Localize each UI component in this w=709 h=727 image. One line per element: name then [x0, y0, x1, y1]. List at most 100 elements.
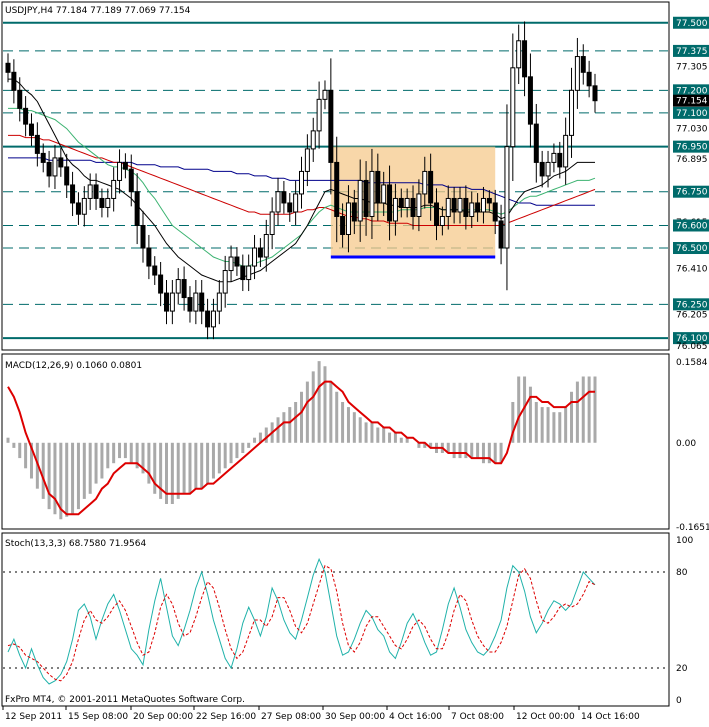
candle[interactable] — [410, 185, 416, 230]
candle[interactable] — [416, 179, 422, 232]
candle[interactable] — [281, 181, 287, 214]
candle[interactable] — [146, 234, 152, 280]
candle[interactable] — [563, 117, 569, 185]
candle[interactable] — [469, 191, 475, 228]
candle[interactable] — [369, 148, 375, 240]
candle[interactable] — [451, 186, 457, 224]
candle[interactable] — [199, 280, 205, 325]
candle[interactable] — [234, 247, 240, 276]
candle[interactable] — [504, 104, 510, 291]
candle[interactable] — [81, 186, 87, 227]
candle[interactable] — [34, 122, 40, 167]
candle[interactable] — [557, 141, 563, 179]
candle[interactable] — [486, 190, 492, 212]
candle[interactable] — [169, 280, 175, 325]
candle[interactable] — [117, 149, 123, 194]
candle[interactable] — [75, 192, 81, 225]
candle[interactable] — [163, 280, 169, 325]
candle[interactable] — [58, 148, 64, 177]
candle[interactable] — [193, 280, 199, 325]
candle[interactable] — [252, 234, 258, 280]
candle[interactable] — [128, 154, 134, 207]
candle[interactable] — [434, 188, 440, 241]
candle[interactable] — [263, 219, 269, 272]
candle[interactable] — [586, 60, 592, 98]
candle[interactable] — [23, 96, 29, 137]
candle[interactable] — [52, 144, 58, 189]
candle[interactable] — [93, 173, 99, 210]
candle[interactable] — [210, 298, 216, 340]
candle[interactable] — [345, 185, 351, 253]
candle[interactable] — [181, 266, 187, 311]
candle[interactable] — [246, 254, 252, 292]
candle[interactable] — [539, 150, 545, 188]
candle[interactable] — [387, 165, 393, 241]
candle[interactable] — [299, 156, 304, 209]
candle[interactable] — [11, 59, 17, 104]
candle[interactable] — [216, 280, 222, 325]
candle[interactable] — [269, 197, 275, 250]
candle[interactable] — [134, 173, 140, 245]
candle[interactable] — [228, 245, 234, 283]
candle[interactable] — [304, 134, 310, 187]
candle[interactable] — [574, 37, 580, 109]
candle[interactable] — [463, 185, 469, 230]
candle[interactable] — [293, 180, 299, 226]
candle[interactable] — [328, 58, 334, 195]
candle[interactable] — [87, 173, 93, 210]
candle[interactable] — [580, 44, 586, 85]
candle[interactable] — [287, 193, 293, 222]
candle[interactable] — [111, 167, 117, 212]
candle[interactable] — [105, 188, 111, 218]
candle[interactable] — [498, 204, 504, 265]
candle[interactable] — [17, 77, 23, 122]
candle[interactable] — [322, 80, 328, 110]
candle[interactable] — [428, 153, 434, 221]
candle[interactable] — [240, 254, 246, 292]
candle[interactable] — [28, 113, 34, 147]
candle[interactable] — [5, 53, 11, 83]
candle[interactable] — [569, 67, 575, 158]
candle[interactable] — [363, 161, 369, 236]
candle[interactable] — [122, 153, 128, 179]
candle[interactable] — [158, 261, 164, 307]
candle[interactable] — [70, 171, 76, 217]
candle[interactable] — [334, 136, 340, 243]
candle[interactable] — [316, 81, 322, 149]
candle[interactable] — [439, 206, 445, 236]
candle[interactable] — [99, 188, 105, 218]
candle[interactable] — [527, 53, 533, 148]
candle[interactable] — [445, 185, 451, 230]
candle[interactable] — [522, 21, 528, 97]
candle[interactable] — [510, 33, 516, 181]
candle[interactable] — [551, 143, 557, 173]
candle[interactable] — [392, 183, 398, 236]
candle[interactable] — [422, 156, 428, 209]
candle[interactable] — [187, 286, 193, 323]
candle[interactable] — [475, 193, 481, 222]
candle[interactable] — [140, 210, 146, 263]
candle[interactable] — [175, 268, 181, 305]
candle[interactable] — [64, 153, 70, 199]
candle[interactable] — [375, 153, 381, 221]
stoch-panel[interactable] — [1, 532, 670, 707]
candle[interactable] — [257, 238, 263, 267]
candle[interactable] — [46, 150, 52, 188]
candle[interactable] — [222, 255, 228, 308]
candle[interactable] — [351, 189, 357, 235]
candle[interactable] — [152, 256, 158, 285]
candle[interactable] — [205, 298, 211, 340]
candle[interactable] — [275, 177, 281, 226]
candle[interactable] — [404, 188, 410, 218]
candle[interactable] — [533, 103, 539, 183]
candle[interactable] — [480, 186, 486, 224]
candle[interactable] — [310, 117, 316, 162]
candle[interactable] — [381, 171, 387, 217]
candle[interactable] — [492, 189, 498, 235]
candle[interactable] — [40, 143, 46, 173]
candle[interactable] — [457, 186, 463, 224]
candle[interactable] — [357, 159, 363, 242]
candle[interactable] — [340, 203, 346, 248]
candle[interactable] — [516, 24, 522, 85]
candle[interactable] — [592, 73, 598, 113]
